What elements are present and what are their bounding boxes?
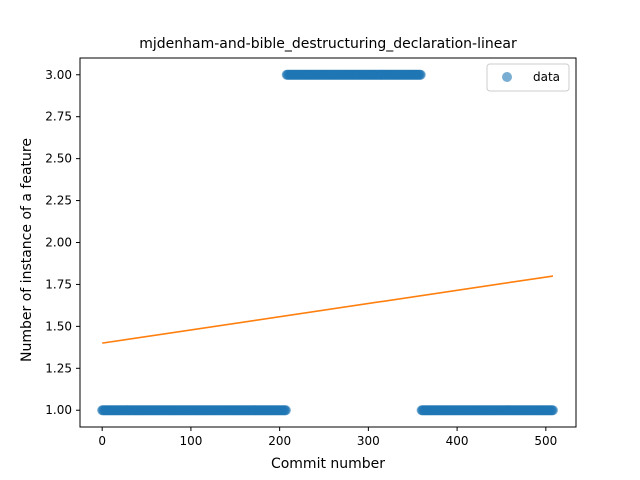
y-tick-label: 2.75 bbox=[45, 110, 72, 124]
y-axis-label: Number of instance of a feature bbox=[19, 138, 35, 362]
x-tick-label: 500 bbox=[534, 434, 557, 448]
legend-label-data: data bbox=[533, 70, 560, 84]
x-tick-label: 300 bbox=[357, 434, 380, 448]
legend-box bbox=[486, 63, 570, 92]
y-tick-label: 1.00 bbox=[45, 403, 72, 417]
data-point bbox=[547, 405, 558, 416]
legend: data bbox=[486, 63, 570, 92]
x-tick-label: 100 bbox=[179, 434, 202, 448]
x-tick-label: 400 bbox=[446, 434, 469, 448]
y-tick-label: 3.00 bbox=[45, 68, 72, 82]
y-tick-label: 2.50 bbox=[45, 152, 72, 166]
x-axis-label: Commit number bbox=[271, 456, 385, 472]
chart-title: mjdenham-and-bible_destructuring_declara… bbox=[139, 36, 517, 52]
axes: 0 100 200 300 400 500 1.00 1.25 1.50 1.75 2.00 2.25… bbox=[45, 57, 577, 448]
legend-marker-data bbox=[502, 72, 512, 82]
x-tick-label: 0 bbox=[98, 434, 106, 448]
plot-area bbox=[97, 69, 558, 416]
trend-line bbox=[102, 275, 554, 344]
data-point bbox=[280, 405, 291, 416]
data-point bbox=[415, 69, 426, 80]
y-tick-label: 1.75 bbox=[45, 277, 72, 291]
y-tick-label: 1.25 bbox=[45, 361, 72, 375]
x-tick-label: 200 bbox=[268, 434, 291, 448]
y-tick-label: 2.00 bbox=[45, 236, 72, 250]
y-tick-label: 1.50 bbox=[45, 319, 72, 333]
y-tick-label: 2.25 bbox=[45, 194, 72, 208]
